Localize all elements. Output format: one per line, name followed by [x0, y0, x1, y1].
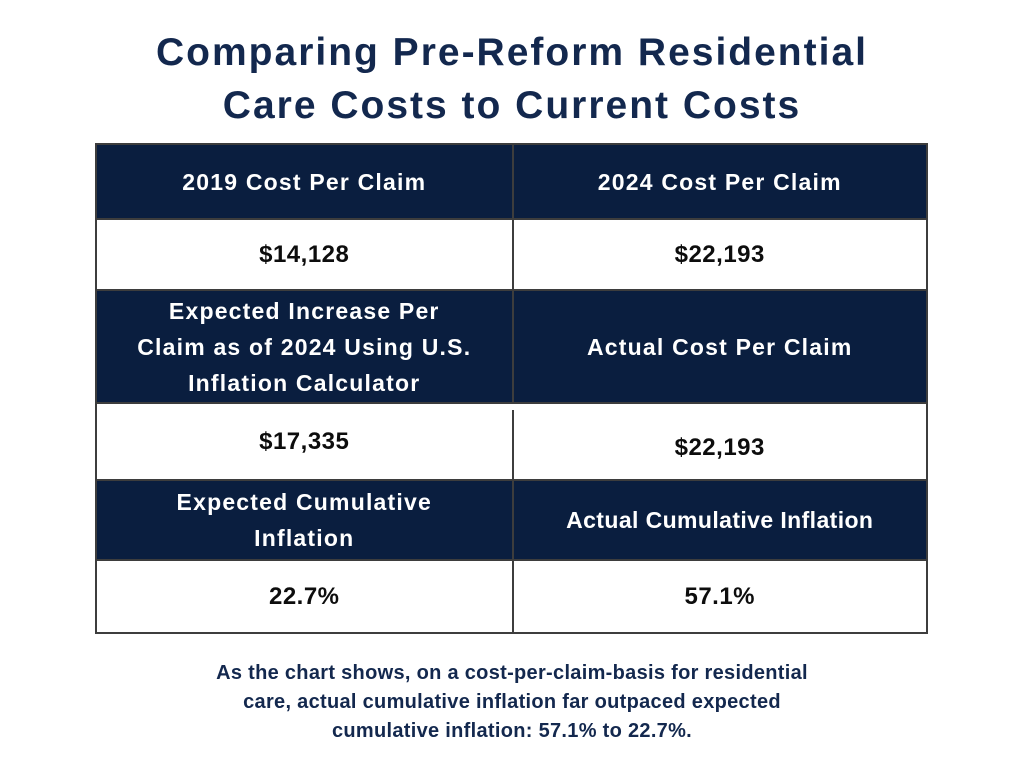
value-cell-expected-increase: $17,335 [259, 427, 350, 455]
caption-line-2: care, actual cumulative inflation far ou… [243, 691, 781, 713]
caption-text: As the chart shows, on a cost-per-claim-… [0, 659, 1024, 746]
header-cell-2019-cost: 2019 Cost Per Claim [182, 168, 427, 195]
table-value-row-expected-vs-actual: $17,335 $22,193 [97, 402, 926, 485]
page-title: Comparing Pre-Reform Residential Care Co… [0, 26, 1024, 132]
header-cell-expected-increase: Expected Increase Per Claim as of 2024 U… [137, 297, 472, 396]
header-cell-expected-inflation: Expected Cumulative Inflation [176, 489, 432, 551]
value-cell-expected-inflation: 22.7% [268, 582, 340, 610]
value-cell-2024-cost: $22,193 [511, 220, 927, 289]
value-cell-actual-inflation: 57.1% [511, 561, 927, 632]
header-cell-actual-inflation: Actual Cumulative Inflation [511, 481, 927, 559]
caption-line-1: As the chart shows, on a cost-per-claim-… [216, 662, 808, 684]
page-title-line-2: Care Costs to Current Costs [222, 84, 802, 127]
header-cell-2024-cost: 2024 Cost Per Claim [511, 145, 927, 218]
table-header-row-cost-per-claim: 2019 Cost Per Claim 2024 Cost Per Claim [97, 145, 926, 218]
value-cell-2019-cost: $14,128 [259, 240, 350, 268]
table-header-row-expected-vs-actual: Expected Increase Per Claim as of 2024 U… [97, 289, 926, 402]
page-title-line-1: Comparing Pre-Reform Residential [156, 31, 868, 74]
header-cell-actual-cost: Actual Cost Per Claim [511, 291, 927, 402]
value-cell-actual-cost: $22,193 [511, 410, 927, 485]
table-value-row-cost-per-claim: $14,128 $22,193 [97, 218, 926, 289]
table-header-row-cumulative-inflation: Expected Cumulative Inflation Actual Cum… [97, 479, 926, 559]
table-value-row-cumulative-inflation: 22.7% 57.1% [97, 559, 926, 632]
cost-comparison-table: 2019 Cost Per Claim 2024 Cost Per Claim … [95, 143, 928, 634]
caption-line-3: cumulative inflation: 57.1% to 22.7%. [331, 720, 693, 742]
